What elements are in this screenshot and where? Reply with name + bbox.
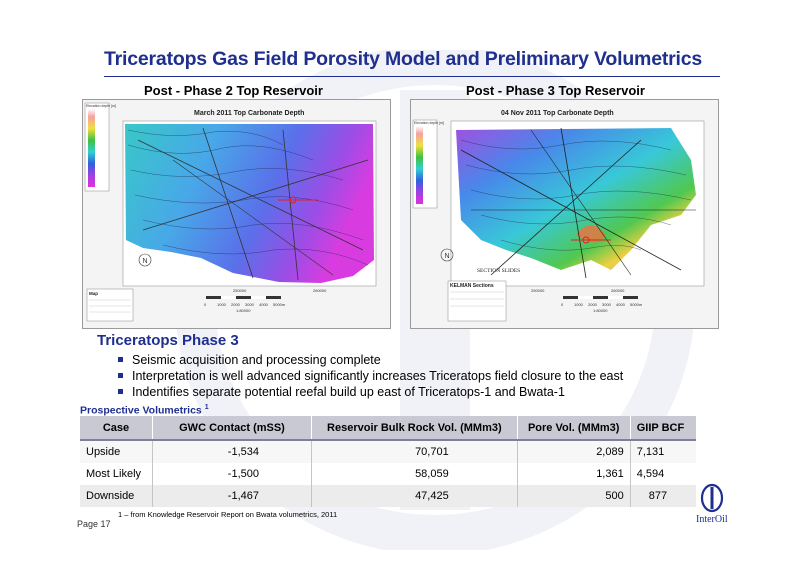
cell-bulk-rock: 70,701 [311,439,518,463]
volumetrics-table: Case GWC Contact (mSS) Reservoir Bulk Ro… [80,416,696,507]
svg-text:250000: 250000 [531,288,545,293]
svg-text:5000m: 5000m [273,302,286,307]
volumetrics-title: Prospective Volumetrics 1 [80,404,209,417]
page-title: Triceratops Gas Field Porosity Model and… [104,48,703,70]
svg-text:1:80000: 1:80000 [236,308,251,313]
cell-case: Downside [80,485,153,507]
title-divider [104,76,720,77]
svg-text:2000: 2000 [231,302,241,307]
svg-text:0: 0 [204,302,207,307]
north-arrow-icon [138,253,152,267]
bullet-item: Indentifies separate potential reefal bu… [118,384,623,400]
bullet-item: Seismic acquisition and processing compl… [118,352,623,368]
cell-pore-vol: 2,089 [517,439,631,463]
company-logo-text: InterOil [696,514,728,525]
cell-giip: 7,131 [630,439,696,463]
column-header-bulk-rock: Reservoir Bulk Rock Vol. (MMm3) [311,416,518,440]
svg-text:250000: 250000 [233,288,247,293]
svg-text:Map: Map [89,291,98,296]
interoil-logo-icon [700,483,724,513]
column-header-pore-vol: Pore Vol. (MMm3) [517,416,631,440]
svg-text:KELMAN Sections: KELMAN Sections [450,283,494,289]
bullet-item: Interpretation is well advanced signific… [118,368,623,384]
cell-giip: 877 [630,485,696,507]
cell-gwc: -1,467 [152,485,312,507]
svg-text:04 Nov 2011 Top Carbonate Dept: 04 Nov 2011 Top Carbonate Depth [501,110,614,117]
svg-text:0: 0 [561,302,564,307]
table-row: Downside -1,467 47,425 500 877 [80,485,696,507]
table-header-row: Case GWC Contact (mSS) Reservoir Bulk Ro… [80,416,696,440]
map-caption-phase-3: Post - Phase 3 Top Reservoir [466,83,645,98]
map-inner-title: March 2011 Top Carbonate Depth [194,110,304,117]
svg-text:2000: 2000 [588,302,598,307]
svg-text:4000: 4000 [259,302,269,307]
cell-case: Upside [80,439,153,463]
svg-text:5000m: 5000m [630,302,643,307]
cell-case: Most Likely [80,463,153,485]
cell-bulk-rock: 58,059 [311,463,518,485]
svg-text:3000: 3000 [245,302,255,307]
svg-text:N: N [445,253,450,260]
bullet-list: Seismic acquisition and processing compl… [118,352,623,400]
cell-pore-vol: 500 [517,485,631,507]
footnote: 1 – from Knowledge Reservoir Report on B… [118,510,338,519]
svg-text:260000: 260000 [611,288,625,293]
svg-text:N: N [143,258,148,265]
table-row: Most Likely -1,500 58,059 1,361 4,594 [80,463,696,485]
svg-text:3000: 3000 [602,302,612,307]
column-header-giip: GIIP BCF [630,416,696,440]
cell-pore-vol: 1,361 [517,463,631,485]
svg-text:4000: 4000 [616,302,626,307]
svg-text:SECTION SLIDES: SECTION SLIDES [477,268,520,274]
map-phase-3: Elevation depth [m] 04 Nov 2011 Top Carb… [410,99,719,329]
page-number: Page 17 [77,519,111,529]
svg-text:1000: 1000 [217,302,227,307]
section-title: Triceratops Phase 3 [97,332,239,349]
north-arrow-icon [440,248,454,262]
cell-bulk-rock: 47,425 [311,485,518,507]
cell-gwc: -1,534 [152,439,312,463]
map-phase-2: Elevation depth [m] March 2011 Top Carbo… [82,99,391,329]
table-row: Upside -1,534 70,701 2,089 7,131 [80,439,696,463]
svg-text:1:80000: 1:80000 [593,308,608,313]
svg-text:1000: 1000 [574,302,584,307]
cell-giip: 4,594 [630,463,696,485]
svg-text:Elevation depth [m]: Elevation depth [m] [86,104,116,108]
map-caption-phase-2: Post - Phase 2 Top Reservoir [144,83,323,98]
cell-gwc: -1,500 [152,463,312,485]
column-header-gwc: GWC Contact (mSS) [152,416,312,440]
svg-text:260000: 260000 [313,288,327,293]
column-header-case: Case [80,416,153,440]
svg-text:Elevation depth [m]: Elevation depth [m] [414,121,444,125]
